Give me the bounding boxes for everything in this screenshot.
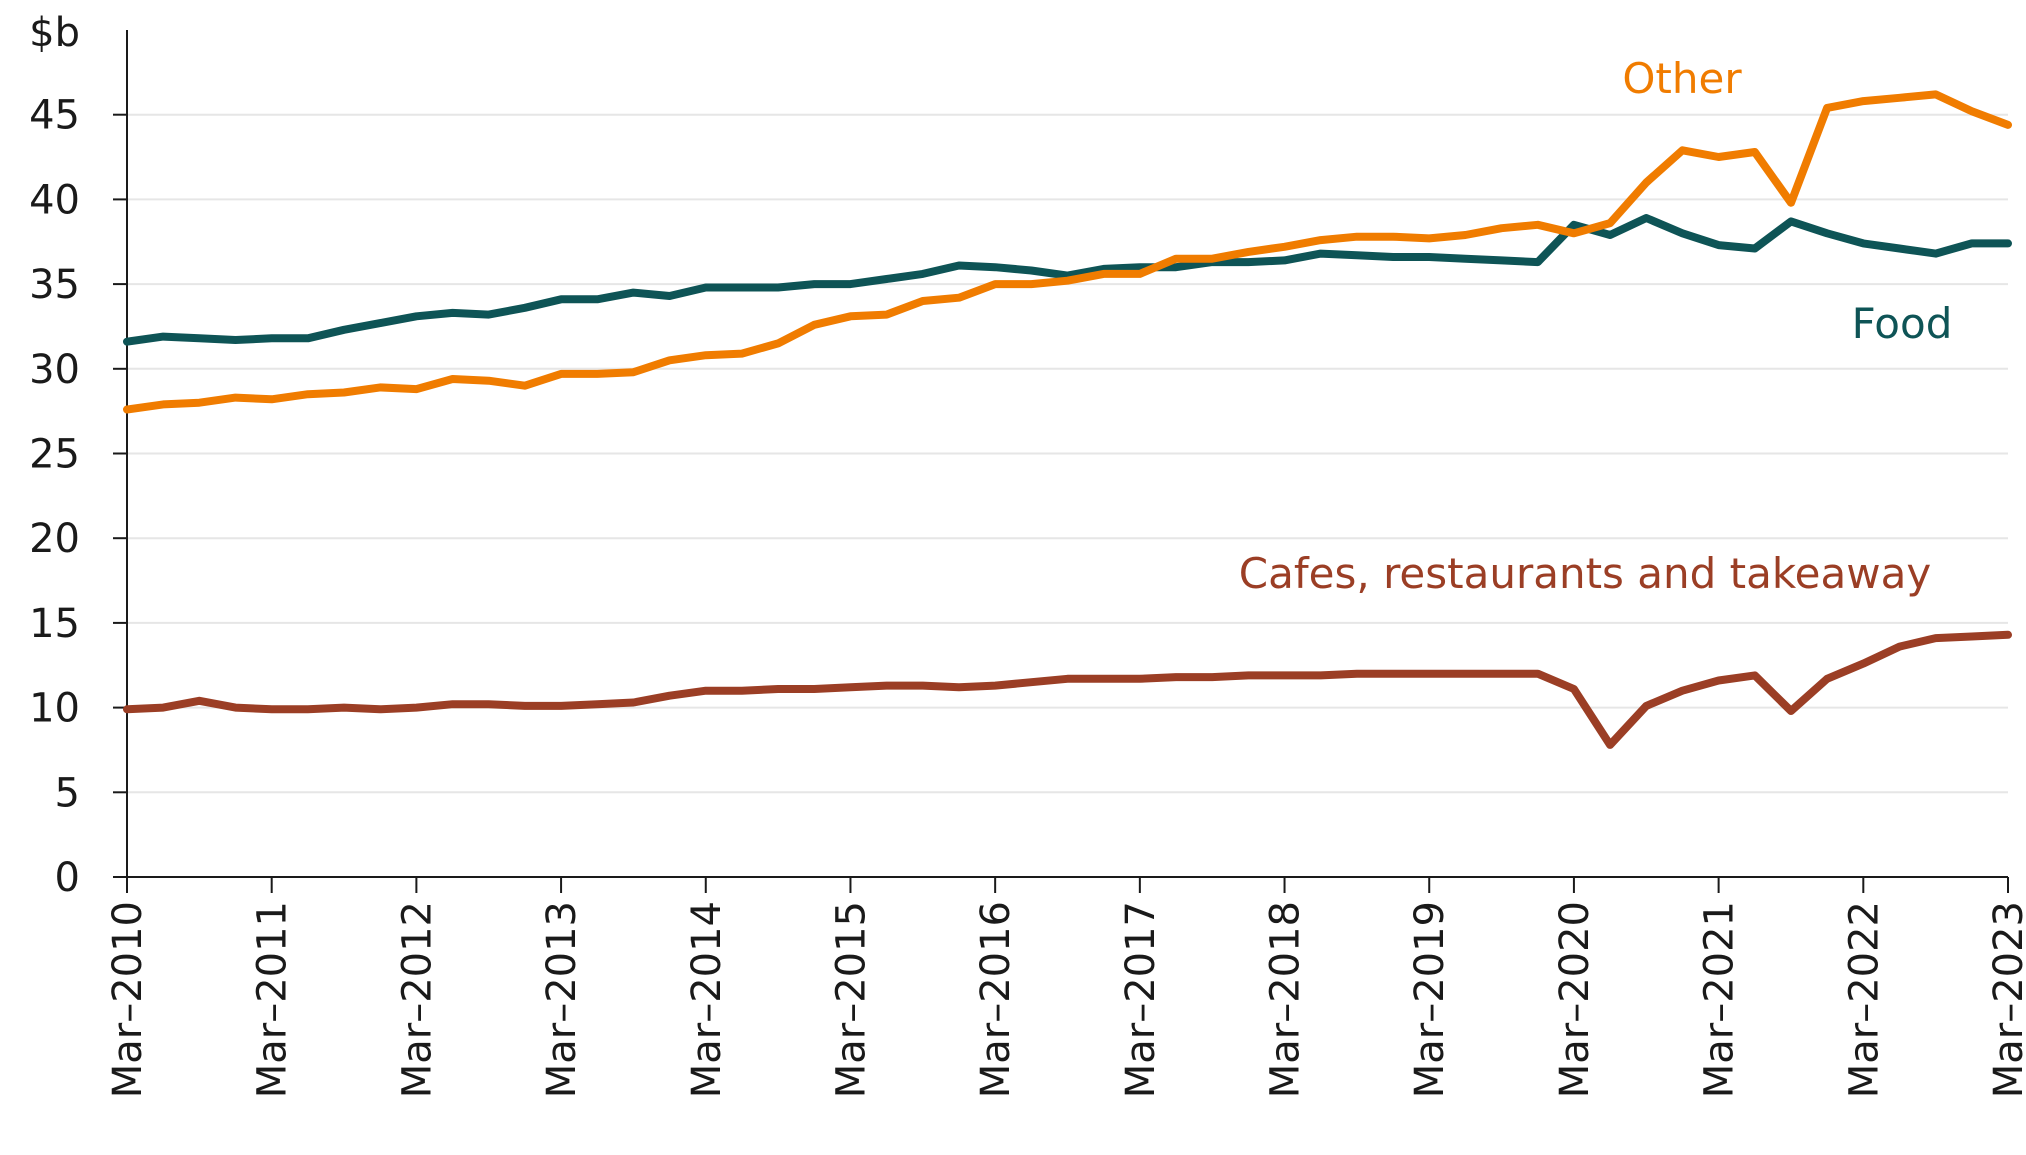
x-tick-label: Mar–2016 (973, 901, 1019, 1098)
y-tick-label: 45 (29, 93, 80, 139)
y-tick-label: 5 (55, 770, 80, 816)
x-tick-label: Mar–2012 (394, 901, 440, 1098)
series-lines (123, 90, 2012, 749)
axes (126, 30, 2008, 878)
series-line-food (123, 214, 2012, 346)
y-tick-label: 35 (29, 262, 80, 308)
y-tick-label: 10 (29, 686, 80, 732)
x-tick-label: Mar–2011 (250, 901, 296, 1098)
y-axis-ticks: 0 5 10 15 20 25 30 35 40 45 (29, 93, 127, 901)
series-label-cafes: Cafes, restaurants and takeaway (1239, 549, 1931, 598)
series-label-food: Food (1852, 299, 1953, 348)
x-axis-ticks: Mar–2010 Mar–2011 Mar–2012 Mar–2013 Mar–2014… (105, 877, 2026, 1098)
x-tick-label: Mar–2020 (1552, 901, 1598, 1098)
x-tick-label: Mar–2019 (1407, 901, 1453, 1098)
x-tick-label: Mar–2010 (105, 901, 151, 1098)
x-tick-label: Mar–2017 (1118, 901, 1164, 1098)
y-tick-label: 25 (29, 432, 80, 478)
x-tick-label: Mar–2021 (1697, 901, 1743, 1098)
x-tick-label: Mar–2014 (684, 901, 730, 1098)
x-tick-label: Mar–2015 (828, 901, 874, 1098)
y-axis-label: $b (29, 10, 80, 56)
x-tick-label: Mar–2023 (1986, 901, 2026, 1098)
y-tick-label: 15 (29, 601, 80, 647)
x-tick-label: Mar–2013 (539, 901, 585, 1098)
y-tick-label: 0 (55, 855, 80, 901)
y-tick-label: 40 (29, 177, 80, 223)
x-tick-label: Mar–2022 (1841, 901, 1887, 1098)
y-tick-label: 20 (29, 516, 80, 562)
x-tick-label: Mar–2018 (1263, 901, 1309, 1098)
gridlines (127, 113, 2008, 794)
y-tick-label: 30 (29, 347, 80, 393)
series-line-cafes (123, 630, 2012, 749)
series-line-other (123, 90, 2012, 414)
series-label-other: Other (1622, 54, 1742, 103)
